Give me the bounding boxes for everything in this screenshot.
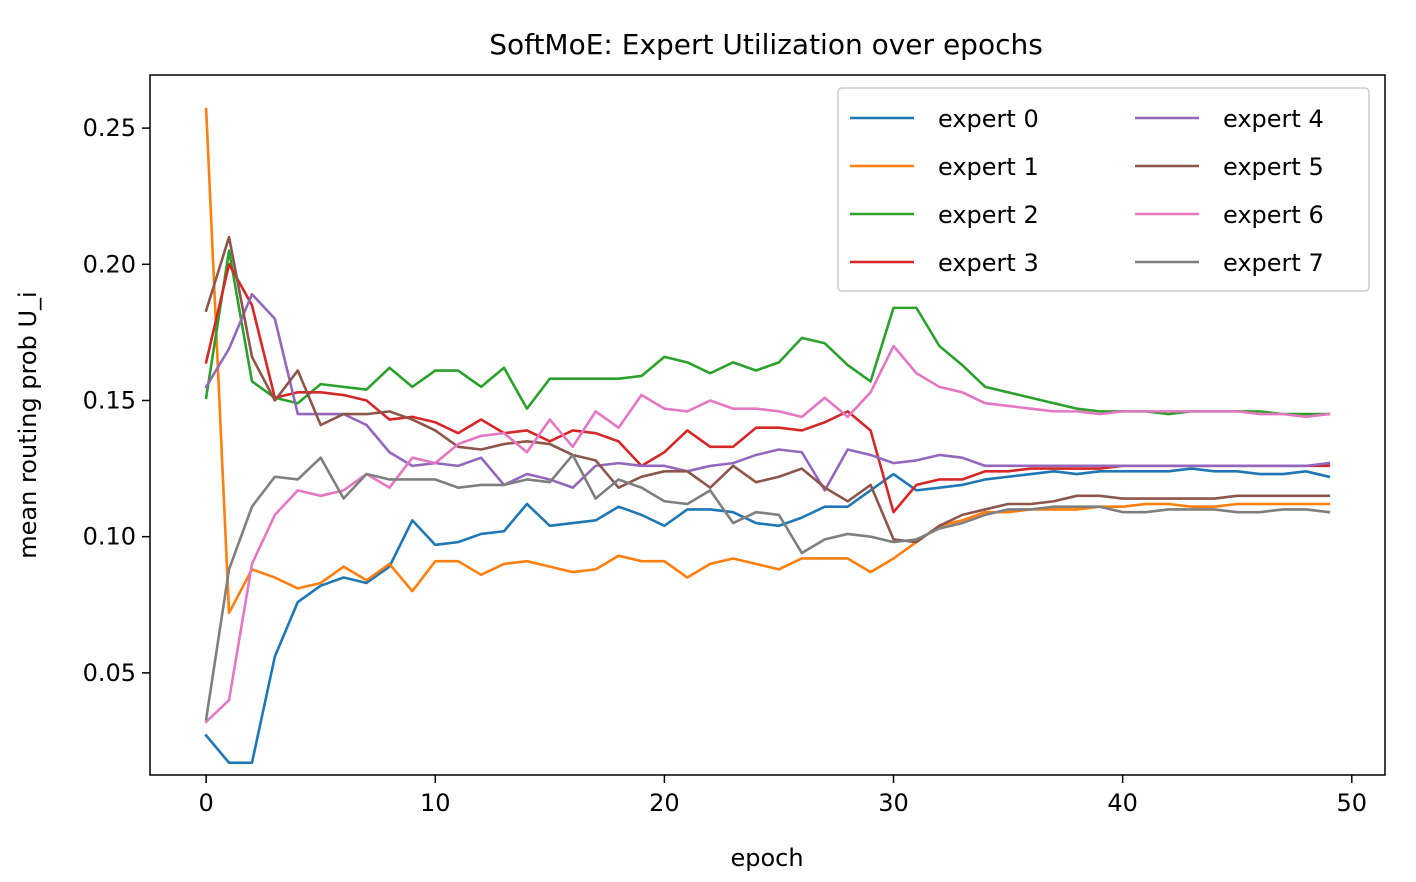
- y-tick-label: 0.20: [83, 250, 136, 278]
- x-tick-label: 30: [878, 789, 909, 817]
- y-tick-label: 0.10: [83, 523, 136, 551]
- series-line-expert-1: [204, 107, 1331, 615]
- x-axis-label: epoch: [730, 844, 803, 872]
- x-tick-label: 10: [420, 789, 451, 817]
- legend-label-expert-1: expert 1: [938, 153, 1039, 181]
- series-line-expert-4: [204, 292, 1331, 492]
- y-axis-label: mean routing prob U_i: [14, 291, 42, 558]
- x-tick-label: 50: [1337, 789, 1368, 817]
- legend-label-expert-2: expert 2: [938, 201, 1039, 229]
- x-tick-label: 40: [1107, 789, 1138, 817]
- y-tick-label: 0.25: [83, 114, 136, 142]
- legend: expert 0 expert 1 expert 2 expert 3 expert 4…: [837, 87, 1370, 292]
- legend-label-expert-6: expert 6: [1223, 201, 1324, 229]
- axis-ticks: 0 10 20 30 40 50 0.05 0.10 0.15 0.20 0.25: [83, 114, 1367, 817]
- y-tick-label: 0.05: [83, 659, 136, 687]
- series-line-expert-7: [204, 453, 1331, 721]
- plot-frame: [149, 74, 1386, 776]
- legend-label-expert-3: expert 3: [938, 249, 1039, 277]
- series-line-expert-6: [204, 344, 1331, 724]
- chart-title: SoftMoE: Expert Utilization over epochs: [489, 28, 1043, 61]
- y-tick-label: 0.15: [83, 386, 136, 414]
- x-tick-label: 0: [198, 789, 213, 817]
- x-tick-label: 20: [649, 789, 680, 817]
- legend-frame: [837, 87, 1370, 292]
- series-line-expert-0: [204, 467, 1331, 765]
- legend-label-expert-5: expert 5: [1223, 153, 1324, 181]
- legend-label-expert-0: expert 0: [938, 105, 1039, 133]
- legend-label-expert-7: expert 7: [1223, 249, 1324, 277]
- legend-label-expert-4: expert 4: [1223, 105, 1324, 133]
- plot-area: [204, 107, 1331, 765]
- series-line-expert-5: [204, 235, 1331, 544]
